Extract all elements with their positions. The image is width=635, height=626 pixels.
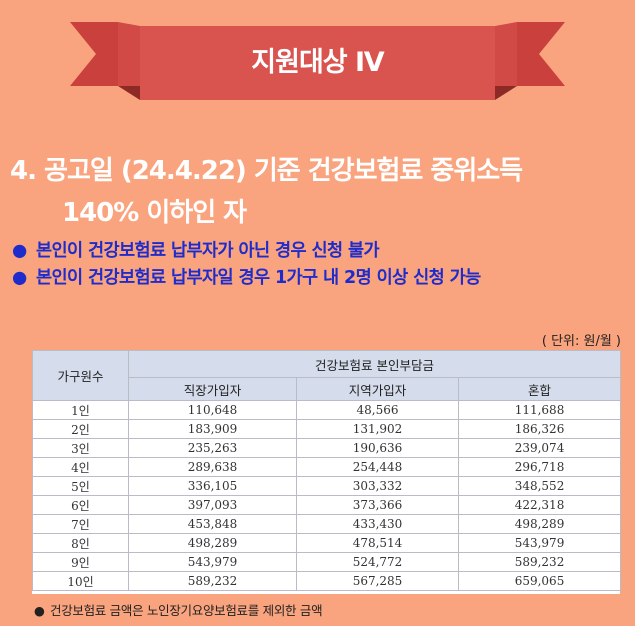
household-cell: 9인 [32,552,129,572]
household-cell: 1인 [32,400,129,420]
premium-cell: 543,979 [457,533,622,553]
premium-cell: 183,909 [128,419,297,439]
group-header: 건강보험료 본인부담금 [127,350,622,378]
premium-cell: 48,566 [296,400,459,420]
ribbon-left-tail [70,22,118,86]
premium-cell: 589,232 [457,552,622,572]
table-row: 1인 110,648 48,566 111,688 [32,400,622,420]
premium-cell: 478,514 [296,533,459,553]
table-row: 2인 183,909 131,902 186,326 [32,419,622,439]
ribbon-band [140,26,495,100]
household-cell: 2인 [32,419,129,439]
premium-cell: 659,065 [457,571,622,591]
premium-cell: 110,648 [128,400,297,420]
premium-cell: 422,318 [457,495,622,515]
page-title: 지원대상 Ⅳ [251,47,384,78]
table-row: 4인 289,638 254,448 296,718 [32,457,622,477]
ribbon-right-tail [517,22,565,86]
criteria-heading: 4. 공고일 (24.4.22) 기준 건강보험료 중위소득 140% 이하인 … [10,150,630,234]
premium-cell: 373,366 [296,495,459,515]
table-row: 8인 498,289 478,514 543,979 [32,533,622,553]
premium-cell: 239,074 [457,438,622,458]
premium-cell: 336,105 [128,476,297,496]
household-header: 가구원수 [32,350,129,401]
table-row: 6인 397,093 373,366 422,318 [32,495,622,515]
household-cell: 7인 [32,514,129,534]
premium-cell: 131,902 [296,419,459,439]
premium-cell: 111,688 [457,400,622,420]
criteria-heading-line1: 4. 공고일 (24.4.22) 기준 건강보험료 중위소득 [10,156,523,186]
premium-cell: 303,332 [296,476,459,496]
household-cell: 4인 [32,457,129,477]
premium-cell: 433,430 [296,514,459,534]
premium-cell: 589,232 [128,571,297,591]
footnote-text: 건강보험료 금액은 노인장기요양보험료를 제외한 금액 [50,603,323,618]
household-cell: 5인 [32,476,129,496]
household-cell: 10인 [32,571,129,591]
premium-table: 가구원수 건강보험료 본인부담금 직장가입자 지역가입자 혼합 1인 110,64… [32,350,622,591]
condition-item: ● 본인이 건강보험료 납부자가 아닌 경우 신청 불가 [12,238,632,265]
criteria-heading-line2: 140% 이하인 자 [62,198,247,228]
ribbon-right-fold [495,86,517,100]
premium-table-container: 가구원수 건강보험료 본인부담금 직장가입자 지역가입자 혼합 1인 110,64… [32,350,622,594]
table-row: 7인 453,848 433,430 498,289 [32,514,622,534]
condition-list: ● 본인이 건강보험료 납부자가 아닌 경우 신청 불가 ● 본인이 건강보험료 납… [12,238,632,292]
unit-label: ( 단위: 원/월 ) [541,334,621,349]
premium-cell: 524,772 [296,552,459,572]
bullet-icon: ● [12,241,27,261]
premium-cell: 397,093 [128,495,297,515]
household-cell: 8인 [32,533,129,553]
table-body: 1인 110,648 48,566 111,688 2인 183,909 131,902 18… [32,400,622,591]
premium-cell: 289,638 [128,457,297,477]
premium-cell: 348,552 [457,476,622,496]
column-header: 혼합 [457,377,622,401]
footnote: ● 건강보험료 금액은 노인장기요양보험료를 제외한 금액 [34,600,323,619]
title-ribbon [70,22,565,100]
premium-cell: 453,848 [128,514,297,534]
household-cell: 6인 [32,495,129,515]
bullet-icon: ● [34,603,45,618]
premium-cell: 254,448 [296,457,459,477]
premium-cell: 235,263 [128,438,297,458]
premium-cell: 190,636 [296,438,459,458]
column-header: 지역가입자 [296,377,459,401]
premium-cell: 498,289 [457,514,622,534]
bullet-icon: ● [12,268,27,288]
premium-cell: 543,979 [128,552,297,572]
table-row: 3인 235,263 190,636 239,074 [32,438,622,458]
condition-item: ● 본인이 건강보험료 납부자일 경우 1가구 내 2명 이상 신청 가능 [12,265,632,292]
ribbon-left-fold [118,86,140,100]
table-row: 10인 589,232 567,285 659,065 [32,571,622,591]
premium-cell: 186,326 [457,419,622,439]
column-header: 직장가입자 [128,377,297,401]
premium-cell: 567,285 [296,571,459,591]
premium-cell: 498,289 [128,533,297,553]
table-row: 9인 543,979 524,772 589,232 [32,552,622,572]
premium-cell: 296,718 [457,457,622,477]
household-cell: 3인 [32,438,129,458]
table-row: 5인 336,105 303,332 348,552 [32,476,622,496]
